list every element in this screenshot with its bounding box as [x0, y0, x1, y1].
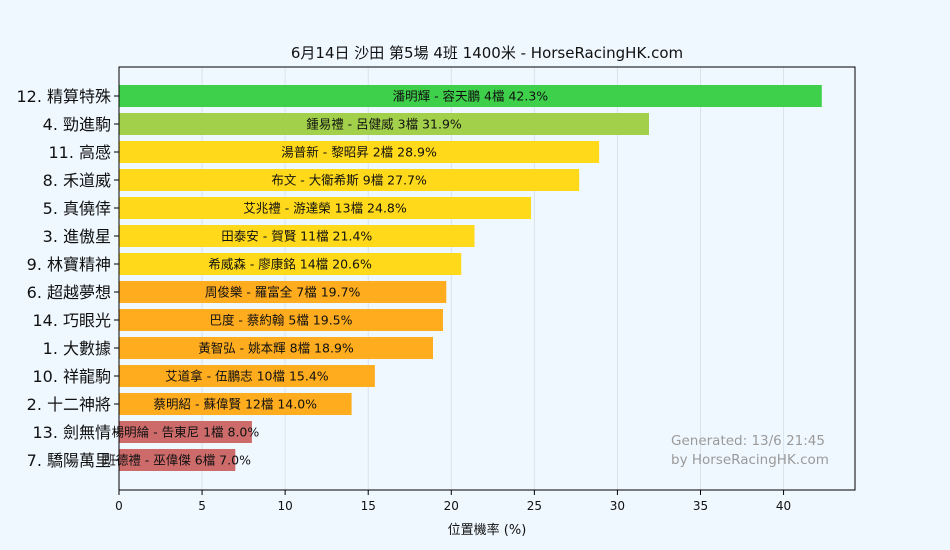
x-tick-label: 25 [527, 499, 542, 513]
x-tick-label: 35 [693, 499, 708, 513]
y-category-label: 7. 驕陽萬里 [27, 451, 111, 470]
bar-label: 鍾易禮 - 呂健威 3檔 31.9% [306, 117, 462, 132]
bar-label: 艾道拿 - 伍鵬志 10檔 15.4% [165, 369, 329, 384]
bar-label: 田泰安 - 賀賢 11檔 21.4% [221, 229, 372, 244]
y-category-label: 4. 勁進駒 [43, 115, 111, 134]
x-axis-title: 位置機率 (%) [448, 522, 527, 538]
x-tick-label: 5 [198, 499, 206, 513]
y-category-label: 12. 精算特殊 [16, 87, 111, 106]
x-tick-label: 40 [776, 499, 791, 513]
bar-label: 艾兆禮 - 游達榮 13檔 24.8% [243, 201, 407, 216]
bar [119, 281, 447, 303]
bar-label: 蔡明紹 - 蘇偉賢 12檔 14.0% [154, 397, 318, 412]
bar [119, 449, 236, 471]
y-category-label: 11. 高感 [48, 143, 111, 162]
x-tick-label: 20 [444, 499, 459, 513]
bar-label: 巴度 - 蔡約翰 5檔 19.5% [209, 313, 352, 328]
x-tick-label: 15 [361, 499, 376, 513]
chart-title: 6月14日 沙田 第5場 4班 1400米 - HorseRacingHK.co… [291, 44, 683, 62]
y-category-label: 2. 十二神將 [27, 395, 111, 414]
bar [119, 253, 462, 275]
y-category-label: 1. 大數據 [43, 339, 111, 358]
bars [119, 85, 822, 471]
bar-label: 黃智弘 - 姚本輝 8檔 18.9% [198, 341, 354, 356]
y-category-label: 3. 進傲星 [43, 227, 111, 246]
y-axis-categories: 12. 精算特殊 4. 勁進駒 11. 高感 8. 禾道威 5. 真僥倖 3. 進傲星 9.… [16, 87, 119, 470]
bar-label: 布文 - 大衛希斯 9檔 27.7% [271, 173, 427, 188]
bar-label: 周俊樂 - 羅富全 7檔 19.7% [205, 285, 361, 300]
y-category-label: 10. 祥龍駒 [32, 367, 111, 386]
bar [119, 337, 434, 359]
bar [119, 365, 375, 387]
plot-frame [118, 66, 856, 491]
bar-label: 班德禮 - 巫偉傑 6檔 7.0% [103, 453, 251, 468]
x-tick-label: 30 [610, 499, 625, 513]
bar [119, 393, 352, 415]
x-axis-ticks: 0 5 10 15 20 25 30 35 40 [115, 490, 791, 513]
y-category-label: 6. 超越夢想 [27, 283, 111, 302]
y-category-label: 9. 林寶精神 [27, 255, 111, 274]
grid-lines [118, 67, 785, 490]
bar-labels: 潘明輝 - 容天鵬 4檔 42.3% 鍾易禮 - 呂健威 3檔 31.9% 湯普新 … [103, 89, 548, 468]
bar [119, 141, 600, 163]
bar [119, 169, 580, 191]
bar [119, 113, 649, 135]
bar-label: 楊明綸 - 告東尼 1檔 8.0% [112, 425, 260, 440]
x-tick-label: 10 [277, 499, 292, 513]
bar [119, 421, 252, 443]
x-tick-label: 0 [115, 499, 123, 513]
bar-label: 希威森 - 廖康銘 14檔 20.6% [208, 257, 372, 272]
bar-label: 潘明輝 - 容天鵬 4檔 42.3% [393, 89, 549, 104]
y-category-label: 13. 劍無情 [32, 423, 111, 442]
y-category-label: 5. 真僥倖 [43, 199, 111, 218]
bar [119, 309, 443, 331]
bar [119, 225, 475, 247]
watermark-line-2: by HorseRacingHK.com [671, 452, 829, 468]
y-category-label: 8. 禾道威 [43, 171, 111, 190]
watermark-line-1: Generated: 13/6 21:45 [671, 433, 825, 449]
bar [119, 197, 532, 219]
y-category-label: 14. 巧眼光 [32, 311, 111, 330]
bar-label: 湯普新 - 黎昭昇 2檔 28.9% [281, 145, 437, 160]
bar [119, 85, 822, 107]
